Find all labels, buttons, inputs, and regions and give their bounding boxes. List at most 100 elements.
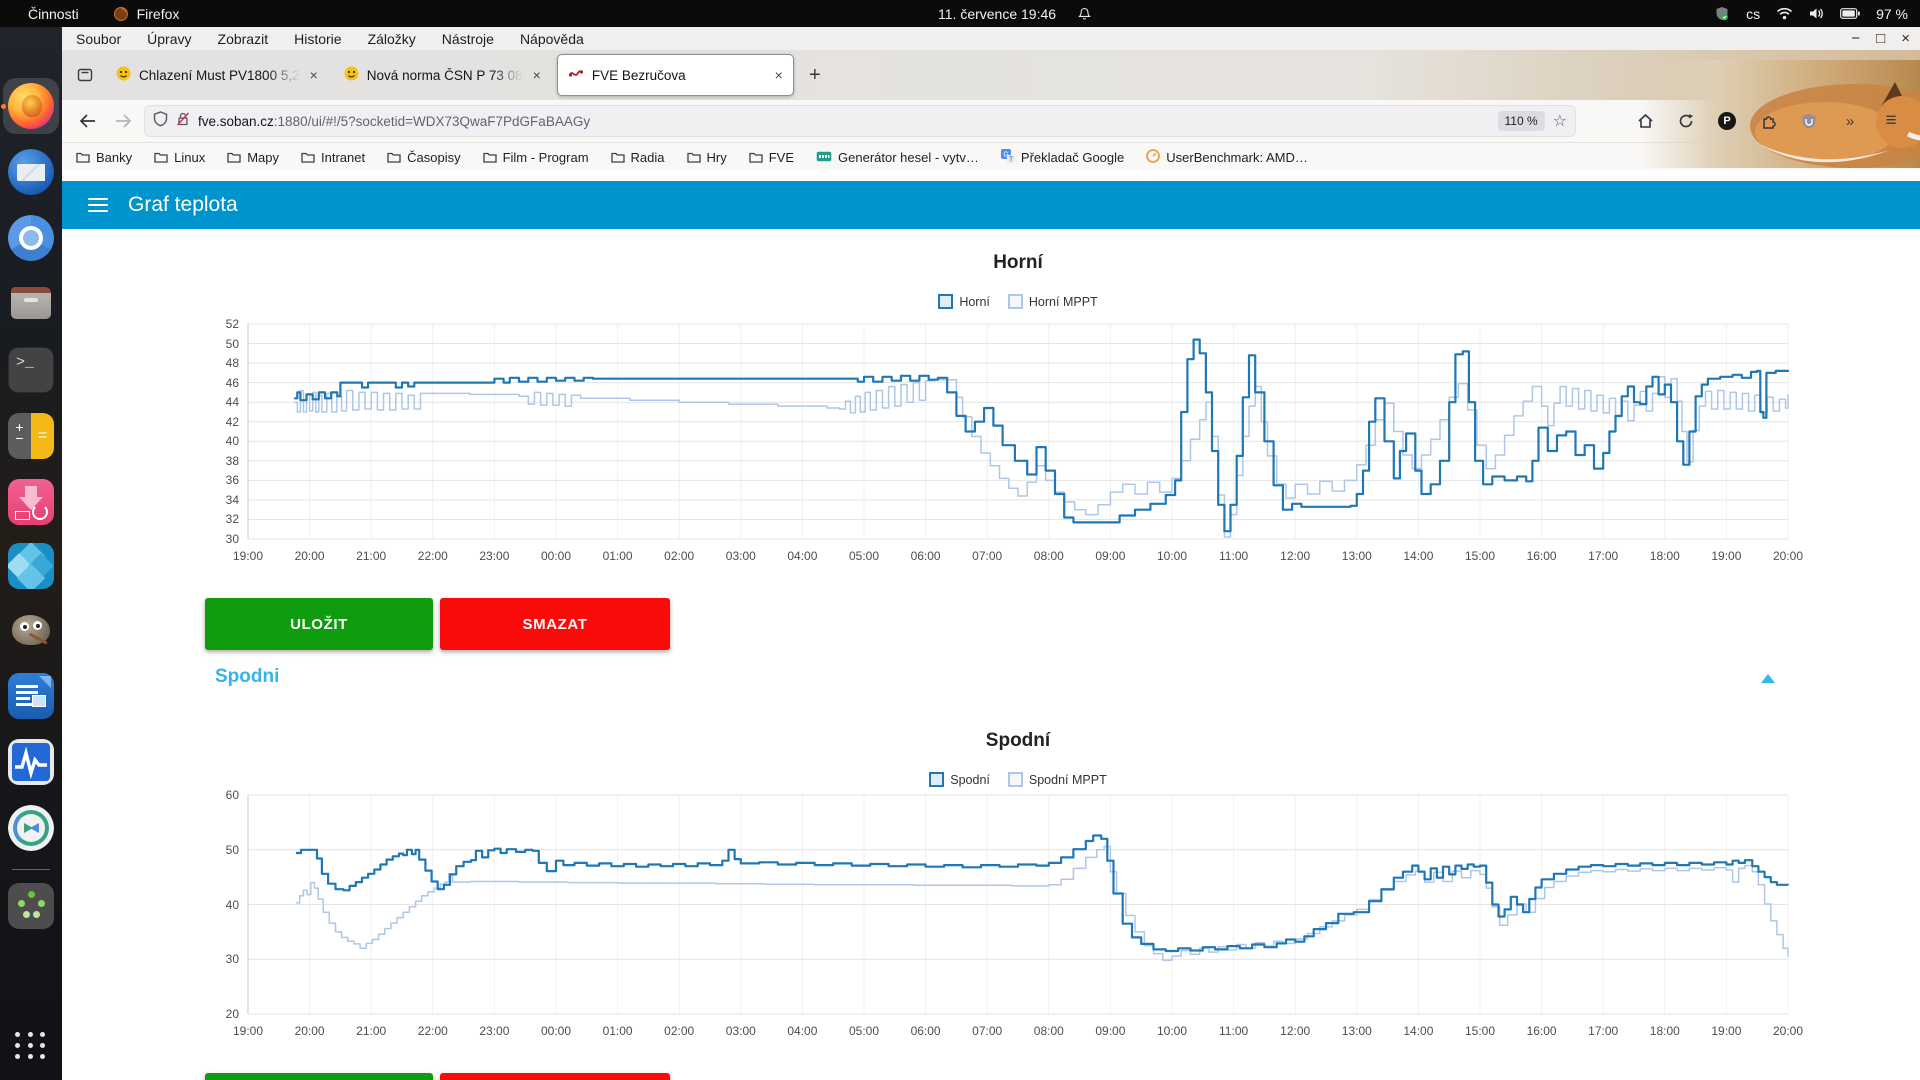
dock-package-installer-icon[interactable] bbox=[8, 479, 54, 525]
userbenchmark-gauge-icon bbox=[1146, 148, 1161, 166]
x-axis-tick-label: 18:00 bbox=[1649, 1024, 1680, 1038]
y-axis-tick-label: 52 bbox=[225, 317, 239, 331]
wifi-icon bbox=[1776, 7, 1793, 20]
save-button-bottom[interactable]: ULOŽIT bbox=[205, 1073, 433, 1080]
dashboard-menu-hamburger-icon[interactable] bbox=[88, 194, 108, 216]
x-axis-tick-label: 14:00 bbox=[1403, 549, 1434, 563]
menu-zobrazit[interactable]: Zobrazit bbox=[217, 30, 269, 47]
menu-napoveda[interactable]: Nápověda bbox=[519, 30, 584, 47]
home-icon[interactable] bbox=[1630, 107, 1660, 135]
clock-menu[interactable]: 11. července 19:46 bbox=[938, 6, 1091, 22]
focused-app-menu[interactable]: Firefox bbox=[113, 6, 179, 22]
y-axis-tick-label: 50 bbox=[225, 336, 239, 351]
dock: >_ + − = bbox=[0, 27, 62, 1080]
tab-overview-icon[interactable] bbox=[70, 61, 100, 89]
dock-gimp-icon[interactable] bbox=[8, 607, 54, 653]
show-applications-button[interactable] bbox=[15, 1032, 47, 1059]
x-axis-tick-label: 23:00 bbox=[479, 1024, 510, 1038]
menu-soubor[interactable]: Soubor bbox=[76, 30, 122, 47]
x-axis-tick-label: 20:00 bbox=[1772, 549, 1804, 563]
section-header-spodni[interactable]: Spodni bbox=[215, 666, 1783, 696]
browser-window: Soubor Úpravy Zobrazit Historie Záložky … bbox=[62, 27, 1920, 172]
dock-files-icon[interactable] bbox=[8, 281, 54, 327]
back-button[interactable] bbox=[72, 107, 102, 135]
window-minimize-button[interactable]: − bbox=[1851, 30, 1861, 47]
dock-thunderbird-icon[interactable] bbox=[8, 149, 54, 195]
keyboard-layout-indicator[interactable]: cs bbox=[1746, 5, 1761, 22]
bookmark-folder-fve[interactable]: FVE bbox=[749, 150, 794, 165]
dock-calculator-icon[interactable]: + − = bbox=[8, 413, 54, 459]
bookmark-password-generator[interactable]: Generátor hesel - vytv… bbox=[816, 150, 979, 165]
section-label[interactable]: Spodni bbox=[215, 666, 280, 687]
menu-nastroje[interactable]: Nástroje bbox=[441, 30, 494, 47]
reload-icon[interactable] bbox=[1671, 107, 1701, 135]
x-axis-tick-label: 12:00 bbox=[1280, 1024, 1311, 1038]
bookmark-folder-banky[interactable]: Banky bbox=[76, 150, 132, 165]
y-axis-tick-label: 30 bbox=[225, 952, 239, 967]
dock-software-store-icon[interactable] bbox=[8, 883, 54, 929]
tab-norma[interactable]: Nová norma ČSN P 73 08 × bbox=[334, 55, 551, 95]
bookmark-folder-mapy[interactable]: Mapy bbox=[227, 150, 279, 165]
bookmark-userbenchmark[interactable]: UserBenchmark: AMD… bbox=[1146, 148, 1308, 166]
dock-kodi-icon[interactable] bbox=[8, 543, 54, 589]
x-axis-tick-label: 14:00 bbox=[1403, 1024, 1434, 1038]
url-text[interactable]: fve.soban.cz:1880/ui/#!/5?socketid=WDX73… bbox=[198, 113, 591, 129]
tab-close-icon[interactable]: × bbox=[774, 67, 783, 83]
tab-close-icon[interactable]: × bbox=[309, 67, 318, 83]
x-axis-tick-label: 17:00 bbox=[1588, 549, 1619, 563]
new-tab-button[interactable]: + bbox=[808, 63, 821, 86]
url-bar[interactable]: fve.soban.cz:1880/ui/#!/5?socketid=WDX73… bbox=[144, 105, 1576, 137]
insecure-lock-icon[interactable] bbox=[176, 111, 190, 132]
bookmark-folder-casopisy[interactable]: Časopisy bbox=[387, 150, 461, 165]
bookmark-folder-linux[interactable]: Linux bbox=[154, 150, 205, 165]
bookmark-folder-intranet[interactable]: Intranet bbox=[301, 150, 365, 165]
menu-historie[interactable]: Historie bbox=[294, 30, 342, 47]
tracking-protection-shield-icon[interactable] bbox=[153, 110, 168, 132]
dock-terminal-icon[interactable]: >_ bbox=[8, 347, 54, 393]
extensions-puzzle-icon[interactable] bbox=[1753, 107, 1783, 135]
tab-chlazeni[interactable]: Chlazení Must PV1800 5,2 × bbox=[106, 55, 328, 95]
bookmark-folder-radia[interactable]: Radia bbox=[610, 150, 665, 165]
privacy-badger-icon[interactable]: P bbox=[1712, 107, 1742, 135]
x-axis-tick-label: 10:00 bbox=[1156, 1024, 1188, 1038]
app-menu-hamburger-icon[interactable]: ≡ bbox=[1885, 110, 1897, 131]
activities-button[interactable]: Činnosti bbox=[28, 5, 79, 22]
ublock-origin-icon[interactable] bbox=[1794, 107, 1824, 135]
window-close-button[interactable]: × bbox=[1901, 30, 1910, 47]
system-status-menu[interactable]: cs 97 % bbox=[1714, 6, 1908, 22]
smiley-favicon bbox=[116, 66, 131, 84]
tab-close-icon[interactable]: × bbox=[532, 67, 541, 83]
overflow-chevron-icon[interactable]: » bbox=[1845, 112, 1855, 130]
x-axis-tick-label: 16:00 bbox=[1526, 1024, 1557, 1038]
menu-upravy[interactable]: Úpravy bbox=[147, 30, 192, 47]
bookmark-folder-film-program[interactable]: Film - Program bbox=[482, 150, 589, 165]
notification-bell-icon bbox=[1078, 7, 1091, 21]
forward-button[interactable] bbox=[108, 107, 138, 135]
dock-system-monitor-icon[interactable] bbox=[8, 739, 54, 785]
delete-button[interactable]: SMAZAT bbox=[440, 598, 670, 650]
dashboard-page: Graf teplota Horní Horní Horní MPPT 30 32… bbox=[62, 170, 1920, 1080]
x-axis-tick-label: 11:00 bbox=[1219, 1024, 1249, 1038]
bookmark-star-icon[interactable]: ☆ bbox=[1552, 113, 1567, 130]
delete-button-bottom[interactable]: SMAZAT bbox=[440, 1073, 670, 1080]
dock-remmina-icon[interactable] bbox=[8, 805, 54, 851]
y-axis-tick-label: 20 bbox=[225, 1007, 239, 1021]
tab-fve-bezrucova[interactable]: FVE Bezručova × bbox=[556, 54, 794, 96]
y-axis-tick-label: 40 bbox=[225, 434, 239, 449]
y-axis-tick-label: 50 bbox=[225, 842, 239, 857]
x-axis-tick-label: 08:00 bbox=[1033, 1024, 1064, 1038]
x-axis-tick-label: 04:00 bbox=[787, 1024, 818, 1038]
zoom-level-badge[interactable]: 110 % bbox=[1497, 111, 1545, 131]
save-button[interactable]: ULOŽIT bbox=[205, 598, 433, 650]
collapse-arrow-icon[interactable] bbox=[1761, 674, 1775, 683]
dock-libreoffice-writer-icon[interactable] bbox=[8, 673, 54, 719]
y-axis-tick-label: 60 bbox=[225, 788, 239, 802]
bookmark-folder-hry[interactable]: Hry bbox=[686, 150, 727, 165]
menu-zalozky[interactable]: Záložky bbox=[367, 30, 416, 47]
dock-firefox-icon[interactable] bbox=[8, 83, 54, 129]
window-maximize-button[interactable]: □ bbox=[1876, 30, 1886, 47]
menu-bar: Soubor Úpravy Zobrazit Historie Záložky … bbox=[62, 27, 1920, 50]
dock-chromium-icon[interactable] bbox=[8, 215, 54, 261]
y-axis-tick-label: 42 bbox=[225, 414, 239, 429]
